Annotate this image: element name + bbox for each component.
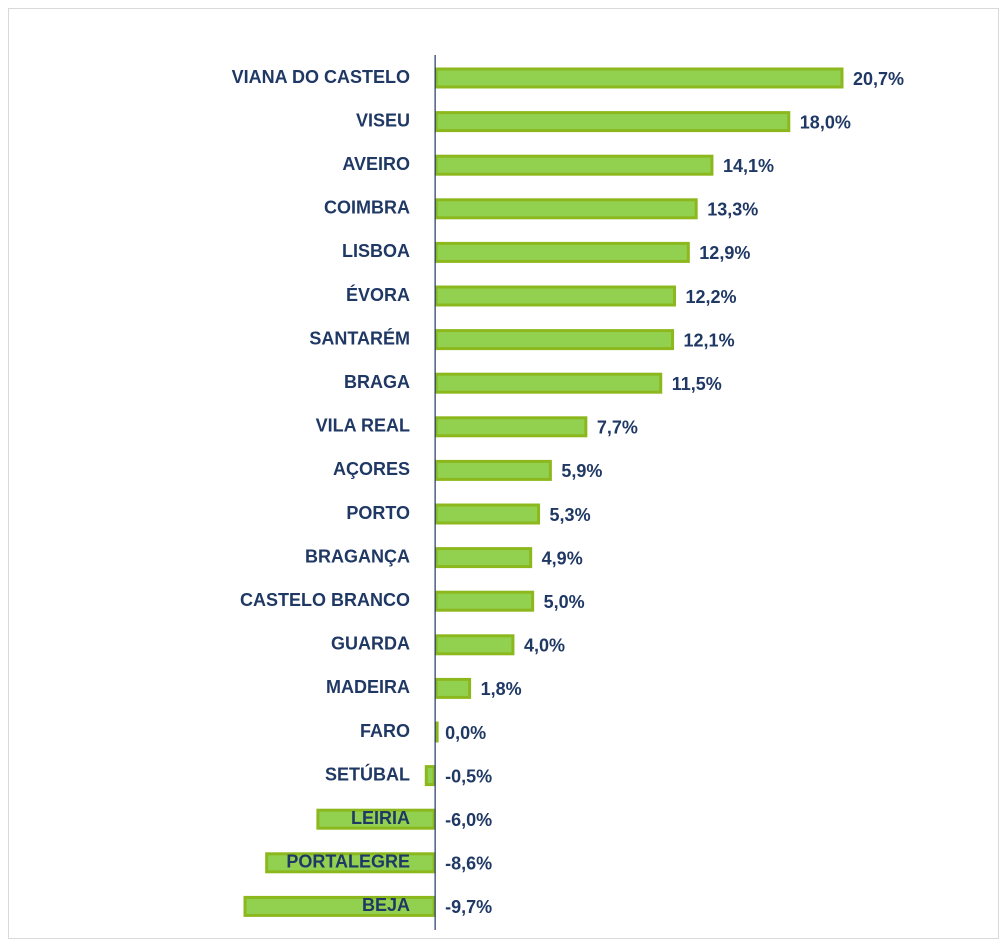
category-label: VILA REAL	[316, 416, 410, 436]
category-label: GUARDA	[331, 634, 410, 654]
category-label: LISBOA	[342, 241, 410, 261]
value-label: 7,7%	[597, 418, 638, 438]
bar	[434, 329, 675, 351]
value-label: 13,3%	[707, 200, 758, 220]
category-label: MADEIRA	[326, 677, 410, 697]
bar	[434, 547, 533, 569]
value-label: -0,5%	[445, 766, 492, 786]
value-label: 5,3%	[550, 505, 591, 525]
bar	[434, 721, 439, 743]
bar	[316, 808, 436, 830]
bar	[434, 677, 472, 699]
value-label: 12,2%	[686, 287, 737, 307]
bar	[434, 590, 535, 612]
category-label: CASTELO BRANCO	[240, 590, 410, 610]
value-label: 5,0%	[544, 592, 585, 612]
value-label: 20,7%	[853, 69, 904, 89]
category-label: AVEIRO	[342, 154, 410, 174]
bar	[434, 198, 698, 220]
bar	[434, 634, 515, 656]
category-label: AÇORES	[333, 459, 410, 479]
value-label: -8,6%	[445, 854, 492, 874]
category-label: VISEU	[356, 110, 410, 130]
category-label: BRAGA	[344, 372, 410, 392]
category-label: SETÚBAL	[325, 763, 410, 784]
category-label: VIANA DO CASTELO	[232, 67, 410, 87]
bar	[424, 765, 436, 787]
value-label: 18,0%	[800, 112, 851, 132]
bar	[434, 372, 663, 394]
bar	[434, 111, 791, 133]
bar	[434, 241, 690, 263]
bar	[434, 459, 552, 481]
value-label: 4,0%	[524, 636, 565, 656]
value-label: 11,5%	[672, 374, 722, 394]
category-label: LEIRIA	[351, 808, 410, 828]
value-label: 1,8%	[481, 679, 522, 699]
bar	[434, 416, 588, 438]
bar	[434, 503, 541, 525]
bar	[265, 852, 436, 874]
value-label: 12,9%	[699, 243, 750, 263]
value-label: -9,7%	[445, 897, 492, 917]
category-label: BRAGANÇA	[305, 546, 410, 566]
value-label: 12,1%	[684, 330, 735, 350]
category-label: SANTARÉM	[309, 327, 410, 348]
value-label: 5,9%	[561, 461, 602, 481]
category-label: BEJA	[362, 895, 410, 915]
value-label: 14,1%	[723, 156, 774, 176]
bar	[243, 895, 436, 917]
bar	[434, 154, 714, 176]
bar	[434, 67, 844, 89]
value-label: 0,0%	[445, 723, 486, 743]
category-label: PORTO	[346, 503, 410, 523]
category-label: COIMBRA	[324, 198, 410, 218]
category-label: ÉVORA	[346, 284, 410, 305]
category-label: PORTALEGRE	[286, 852, 410, 872]
bar	[434, 285, 677, 307]
value-label: 4,9%	[542, 548, 583, 568]
value-label: -6,0%	[445, 810, 492, 830]
category-label: FARO	[360, 721, 410, 741]
